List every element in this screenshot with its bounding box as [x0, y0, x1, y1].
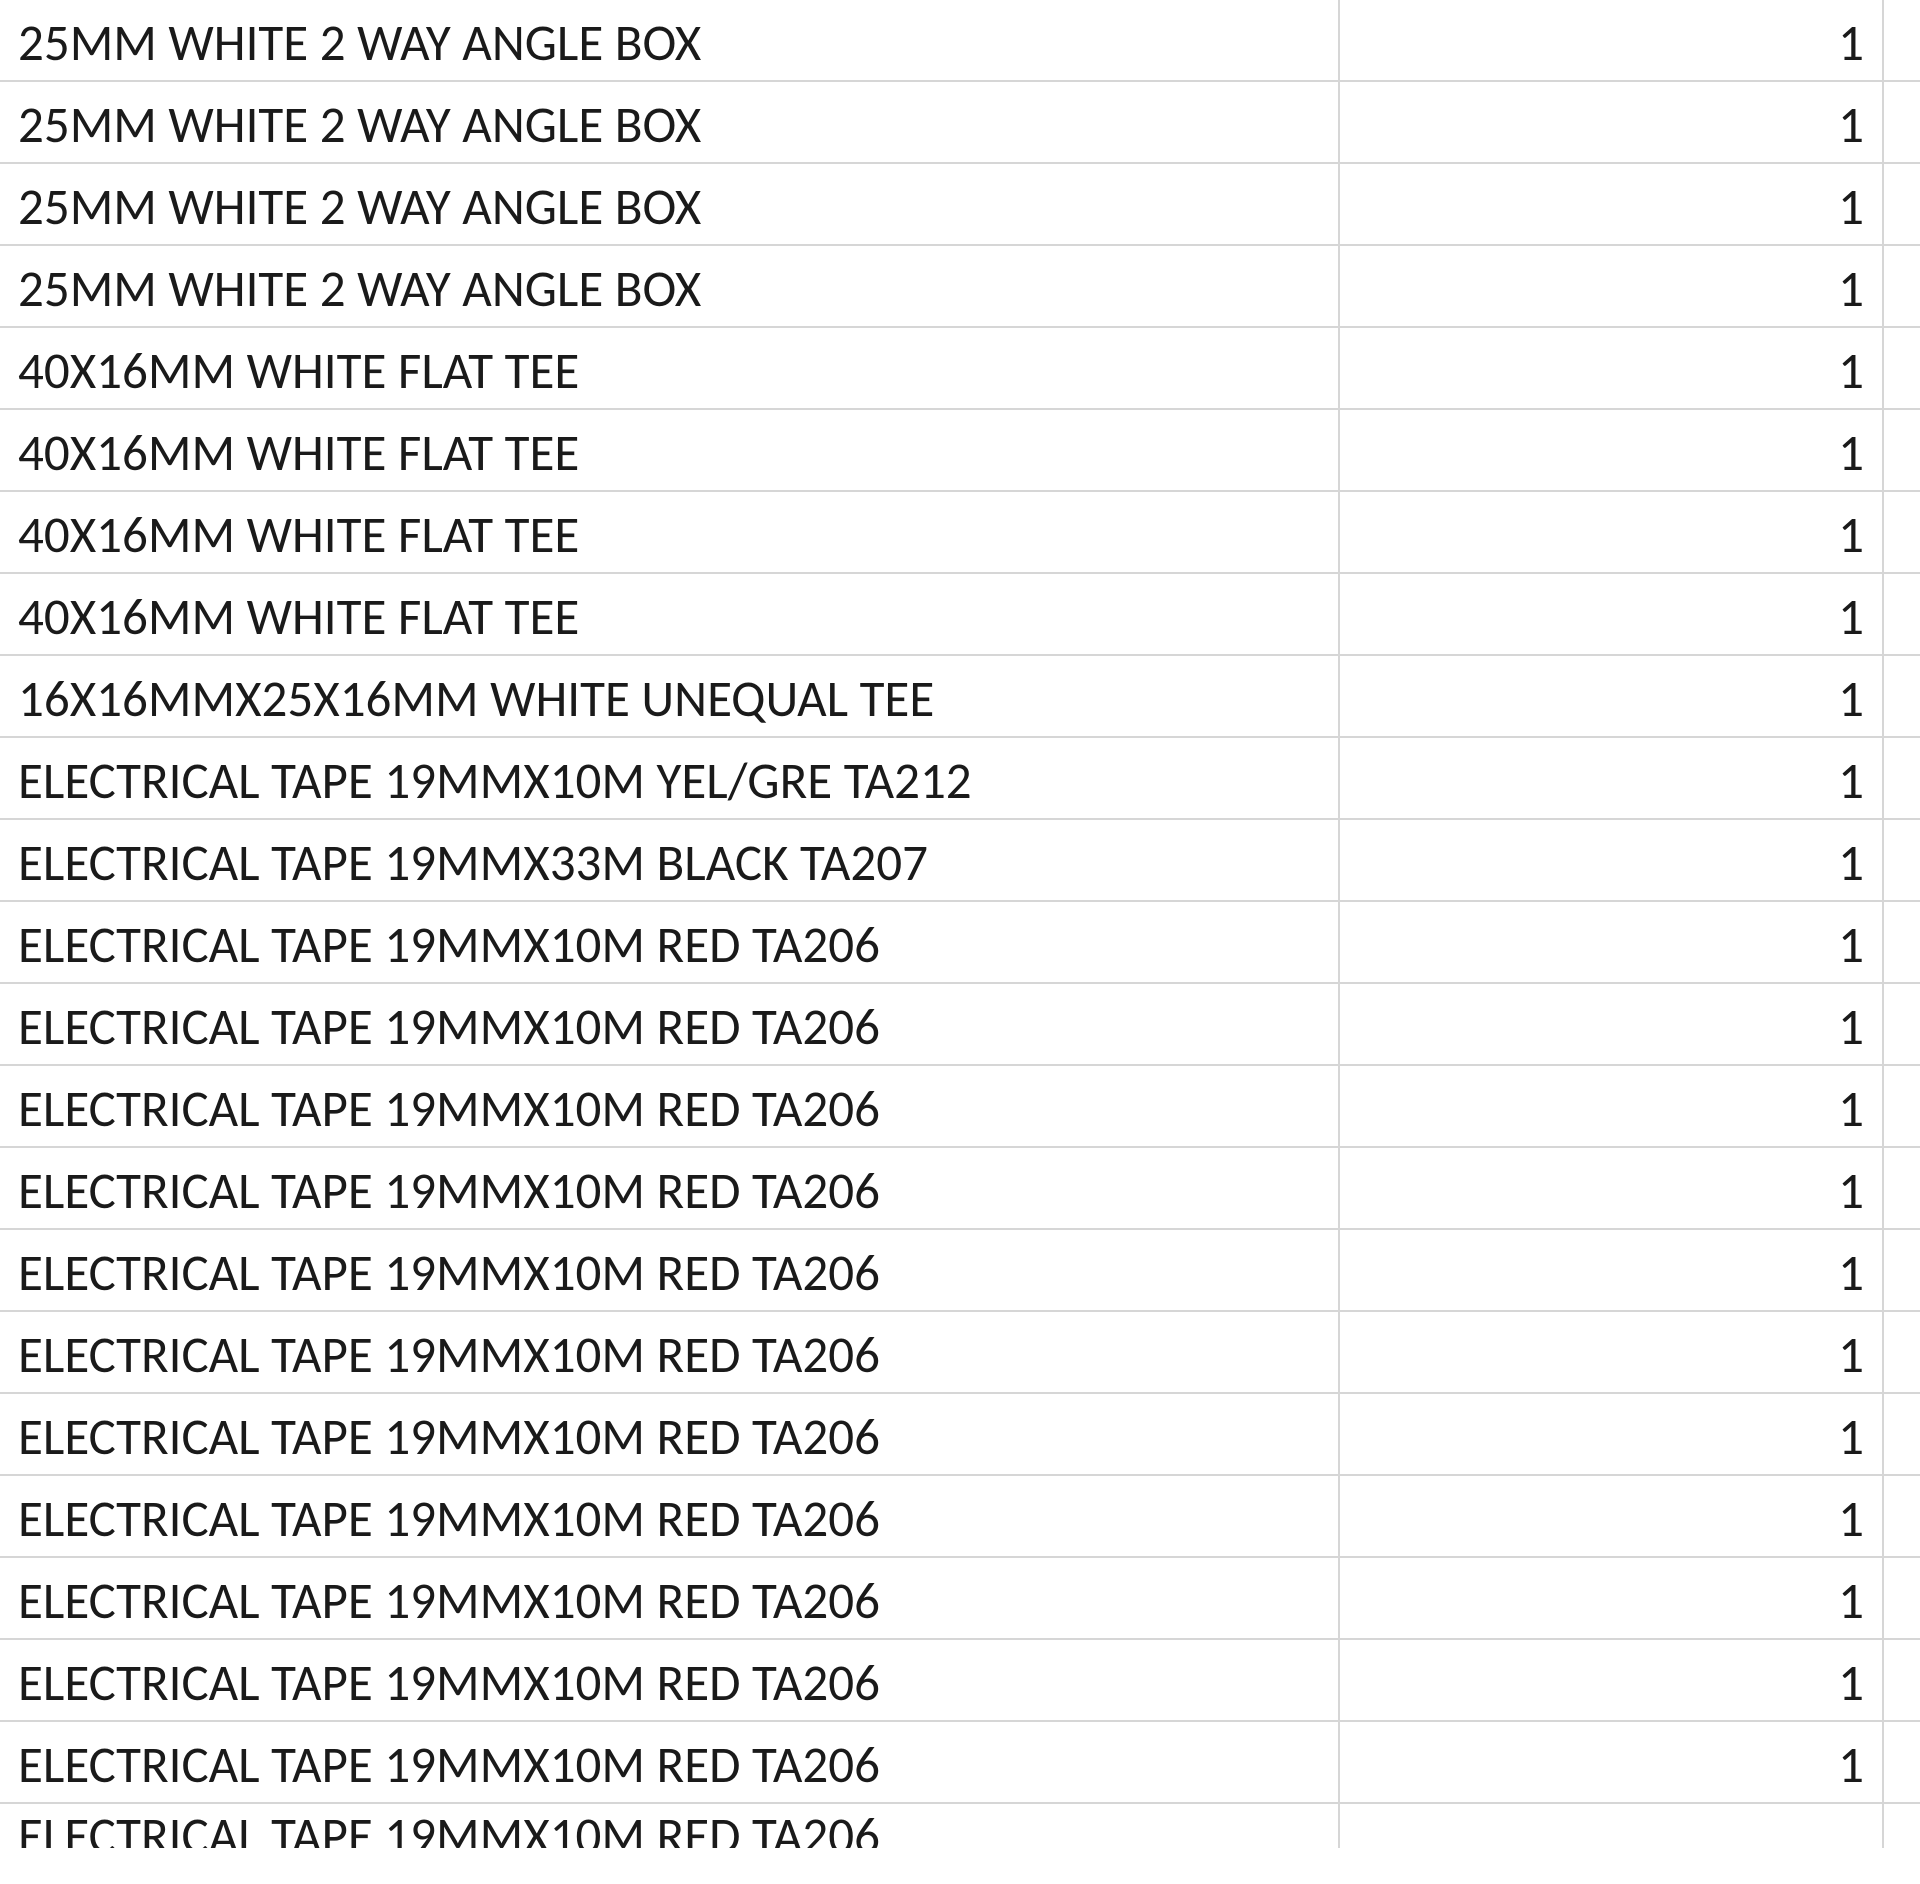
table-row[interactable]: 25MM WHITE 2 WAY ANGLE BOX1 [0, 164, 1920, 246]
cell-quantity[interactable] [1340, 1804, 1884, 1848]
cell-description[interactable]: ELECTRICAL TAPE 19MMX10M YEL/GRE TA212 [0, 738, 1340, 820]
cell-quantity[interactable]: 1 [1340, 1230, 1884, 1312]
cell-description[interactable]: ELECTRICAL TAPE 19MMX10M RED TA206 [0, 1230, 1340, 1312]
cell-quantity[interactable]: 1 [1340, 1394, 1884, 1476]
cell-description[interactable]: 25MM WHITE 2 WAY ANGLE BOX [0, 0, 1340, 82]
table-row[interactable]: ELECTRICAL TAPE 19MMX10M RED TA2061 [0, 1230, 1920, 1312]
cell-quantity[interactable]: 1 [1340, 164, 1884, 246]
table-row[interactable]: ELECTRICAL TAPE 19MMX10M RED TA2061 [0, 1722, 1920, 1804]
cell-description[interactable]: 40X16MM WHITE FLAT TEE [0, 410, 1340, 492]
cell-empty[interactable] [1884, 0, 1920, 82]
cell-description[interactable]: ELECTRICAL TAPE 19MMX33M BLACK TA207 [0, 820, 1340, 902]
cell-description[interactable]: 25MM WHITE 2 WAY ANGLE BOX [0, 82, 1340, 164]
cell-description[interactable]: 25MM WHITE 2 WAY ANGLE BOX [0, 246, 1340, 328]
cell-quantity[interactable]: 1 [1340, 1558, 1884, 1640]
cell-empty[interactable] [1884, 984, 1920, 1066]
cell-empty[interactable] [1884, 1148, 1920, 1230]
cell-quantity[interactable]: 1 [1340, 738, 1884, 820]
cell-empty[interactable] [1884, 82, 1920, 164]
cell-empty[interactable] [1884, 656, 1920, 738]
cell-description[interactable]: ELECTRICAL TAPE 19MMX10M RED TA206 [0, 984, 1340, 1066]
cell-quantity[interactable]: 1 [1340, 82, 1884, 164]
cell-description[interactable]: ELECTRICAL TAPE 19MMX10M RED TA206 [0, 1066, 1340, 1148]
cell-quantity[interactable]: 1 [1340, 1148, 1884, 1230]
table-row[interactable]: ELECTRICAL TAPE 19MMX10M RED TA2061 [0, 1066, 1920, 1148]
cell-description[interactable]: ELECTRICAL TAPE 19MMX10M RED TA206 [0, 1640, 1340, 1722]
cell-empty[interactable] [1884, 1722, 1920, 1804]
cell-quantity[interactable]: 1 [1340, 574, 1884, 656]
cell-quantity[interactable]: 1 [1340, 328, 1884, 410]
cell-empty[interactable] [1884, 492, 1920, 574]
cell-quantity[interactable]: 1 [1340, 984, 1884, 1066]
cell-empty[interactable] [1884, 246, 1920, 328]
cell-description[interactable]: ELECTRICAL TAPE 19MMX10M RED TA206 [0, 1804, 1340, 1848]
table-row[interactable]: 40X16MM WHITE FLAT TEE1 [0, 492, 1920, 574]
table-row[interactable]: ELECTRICAL TAPE 19MMX10M RED TA2061 [0, 1640, 1920, 1722]
cell-empty[interactable] [1884, 164, 1920, 246]
cell-quantity[interactable]: 1 [1340, 492, 1884, 574]
cell-description[interactable]: 40X16MM WHITE FLAT TEE [0, 328, 1340, 410]
table-row[interactable]: 25MM WHITE 2 WAY ANGLE BOX1 [0, 0, 1920, 82]
cell-empty[interactable] [1884, 410, 1920, 492]
table-row[interactable]: ELECTRICAL TAPE 19MMX10M RED TA2061 [0, 984, 1920, 1066]
cell-empty[interactable] [1884, 902, 1920, 984]
cell-description[interactable]: 16X16MMX25X16MM WHITE UNEQUAL TEE [0, 656, 1340, 738]
cell-empty[interactable] [1884, 1394, 1920, 1476]
cell-empty[interactable] [1884, 820, 1920, 902]
cell-description[interactable]: 40X16MM WHITE FLAT TEE [0, 492, 1340, 574]
cell-description[interactable]: 25MM WHITE 2 WAY ANGLE BOX [0, 164, 1340, 246]
table-row[interactable]: ELECTRICAL TAPE 19MMX10M RED TA2061 [0, 902, 1920, 984]
table-row[interactable]: ELECTRICAL TAPE 19MMX10M RED TA2061 [0, 1558, 1920, 1640]
cell-empty[interactable] [1884, 574, 1920, 656]
table-row[interactable]: 40X16MM WHITE FLAT TEE1 [0, 574, 1920, 656]
cell-quantity[interactable]: 1 [1340, 656, 1884, 738]
cell-empty[interactable] [1884, 1230, 1920, 1312]
cell-empty[interactable] [1884, 1804, 1920, 1848]
cell-empty[interactable] [1884, 328, 1920, 410]
cell-description[interactable]: ELECTRICAL TAPE 19MMX10M RED TA206 [0, 1722, 1340, 1804]
cell-quantity[interactable]: 1 [1340, 902, 1884, 984]
cell-empty[interactable] [1884, 1066, 1920, 1148]
cell-description[interactable]: ELECTRICAL TAPE 19MMX10M RED TA206 [0, 1476, 1340, 1558]
cell-description[interactable]: 40X16MM WHITE FLAT TEE [0, 574, 1340, 656]
cell-empty[interactable] [1884, 1476, 1920, 1558]
cell-quantity[interactable]: 1 [1340, 410, 1884, 492]
cell-quantity[interactable]: 1 [1340, 820, 1884, 902]
table-row[interactable]: 40X16MM WHITE FLAT TEE1 [0, 328, 1920, 410]
table-row[interactable]: ELECTRICAL TAPE 19MMX33M BLACK TA2071 [0, 820, 1920, 902]
cell-empty[interactable] [1884, 1312, 1920, 1394]
table-row[interactable]: 25MM WHITE 2 WAY ANGLE BOX1 [0, 246, 1920, 328]
table-row[interactable]: ELECTRICAL TAPE 19MMX10M RED TA2061 [0, 1148, 1920, 1230]
table-row[interactable]: ELECTRICAL TAPE 19MMX10M RED TA206 [0, 1804, 1920, 1848]
cell-quantity[interactable]: 1 [1340, 246, 1884, 328]
cell-description[interactable]: ELECTRICAL TAPE 19MMX10M RED TA206 [0, 1558, 1340, 1640]
cell-description[interactable]: ELECTRICAL TAPE 19MMX10M RED TA206 [0, 1148, 1340, 1230]
table-row[interactable]: 25MM WHITE 2 WAY ANGLE BOX1 [0, 82, 1920, 164]
cell-quantity[interactable]: 1 [1340, 1722, 1884, 1804]
cell-quantity[interactable]: 1 [1340, 1312, 1884, 1394]
table-row[interactable]: ELECTRICAL TAPE 19MMX10M YEL/GRE TA2121 [0, 738, 1920, 820]
cell-description[interactable]: ELECTRICAL TAPE 19MMX10M RED TA206 [0, 902, 1340, 984]
table-row[interactable]: 16X16MMX25X16MM WHITE UNEQUAL TEE1 [0, 656, 1920, 738]
cell-quantity[interactable]: 1 [1340, 1640, 1884, 1722]
cell-empty[interactable] [1884, 1558, 1920, 1640]
cell-description[interactable]: ELECTRICAL TAPE 19MMX10M RED TA206 [0, 1394, 1340, 1476]
cell-empty[interactable] [1884, 738, 1920, 820]
cell-quantity[interactable]: 1 [1340, 1476, 1884, 1558]
table-row[interactable]: ELECTRICAL TAPE 19MMX10M RED TA2061 [0, 1312, 1920, 1394]
cell-quantity[interactable]: 1 [1340, 1066, 1884, 1148]
cell-quantity[interactable]: 1 [1340, 0, 1884, 82]
spreadsheet-grid[interactable]: 25MM WHITE 2 WAY ANGLE BOX125MM WHITE 2 … [0, 0, 1920, 1848]
table-row[interactable]: 40X16MM WHITE FLAT TEE1 [0, 410, 1920, 492]
cell-empty[interactable] [1884, 1640, 1920, 1722]
table-row[interactable]: ELECTRICAL TAPE 19MMX10M RED TA2061 [0, 1394, 1920, 1476]
cell-description[interactable]: ELECTRICAL TAPE 19MMX10M RED TA206 [0, 1312, 1340, 1394]
table-row[interactable]: ELECTRICAL TAPE 19MMX10M RED TA2061 [0, 1476, 1920, 1558]
